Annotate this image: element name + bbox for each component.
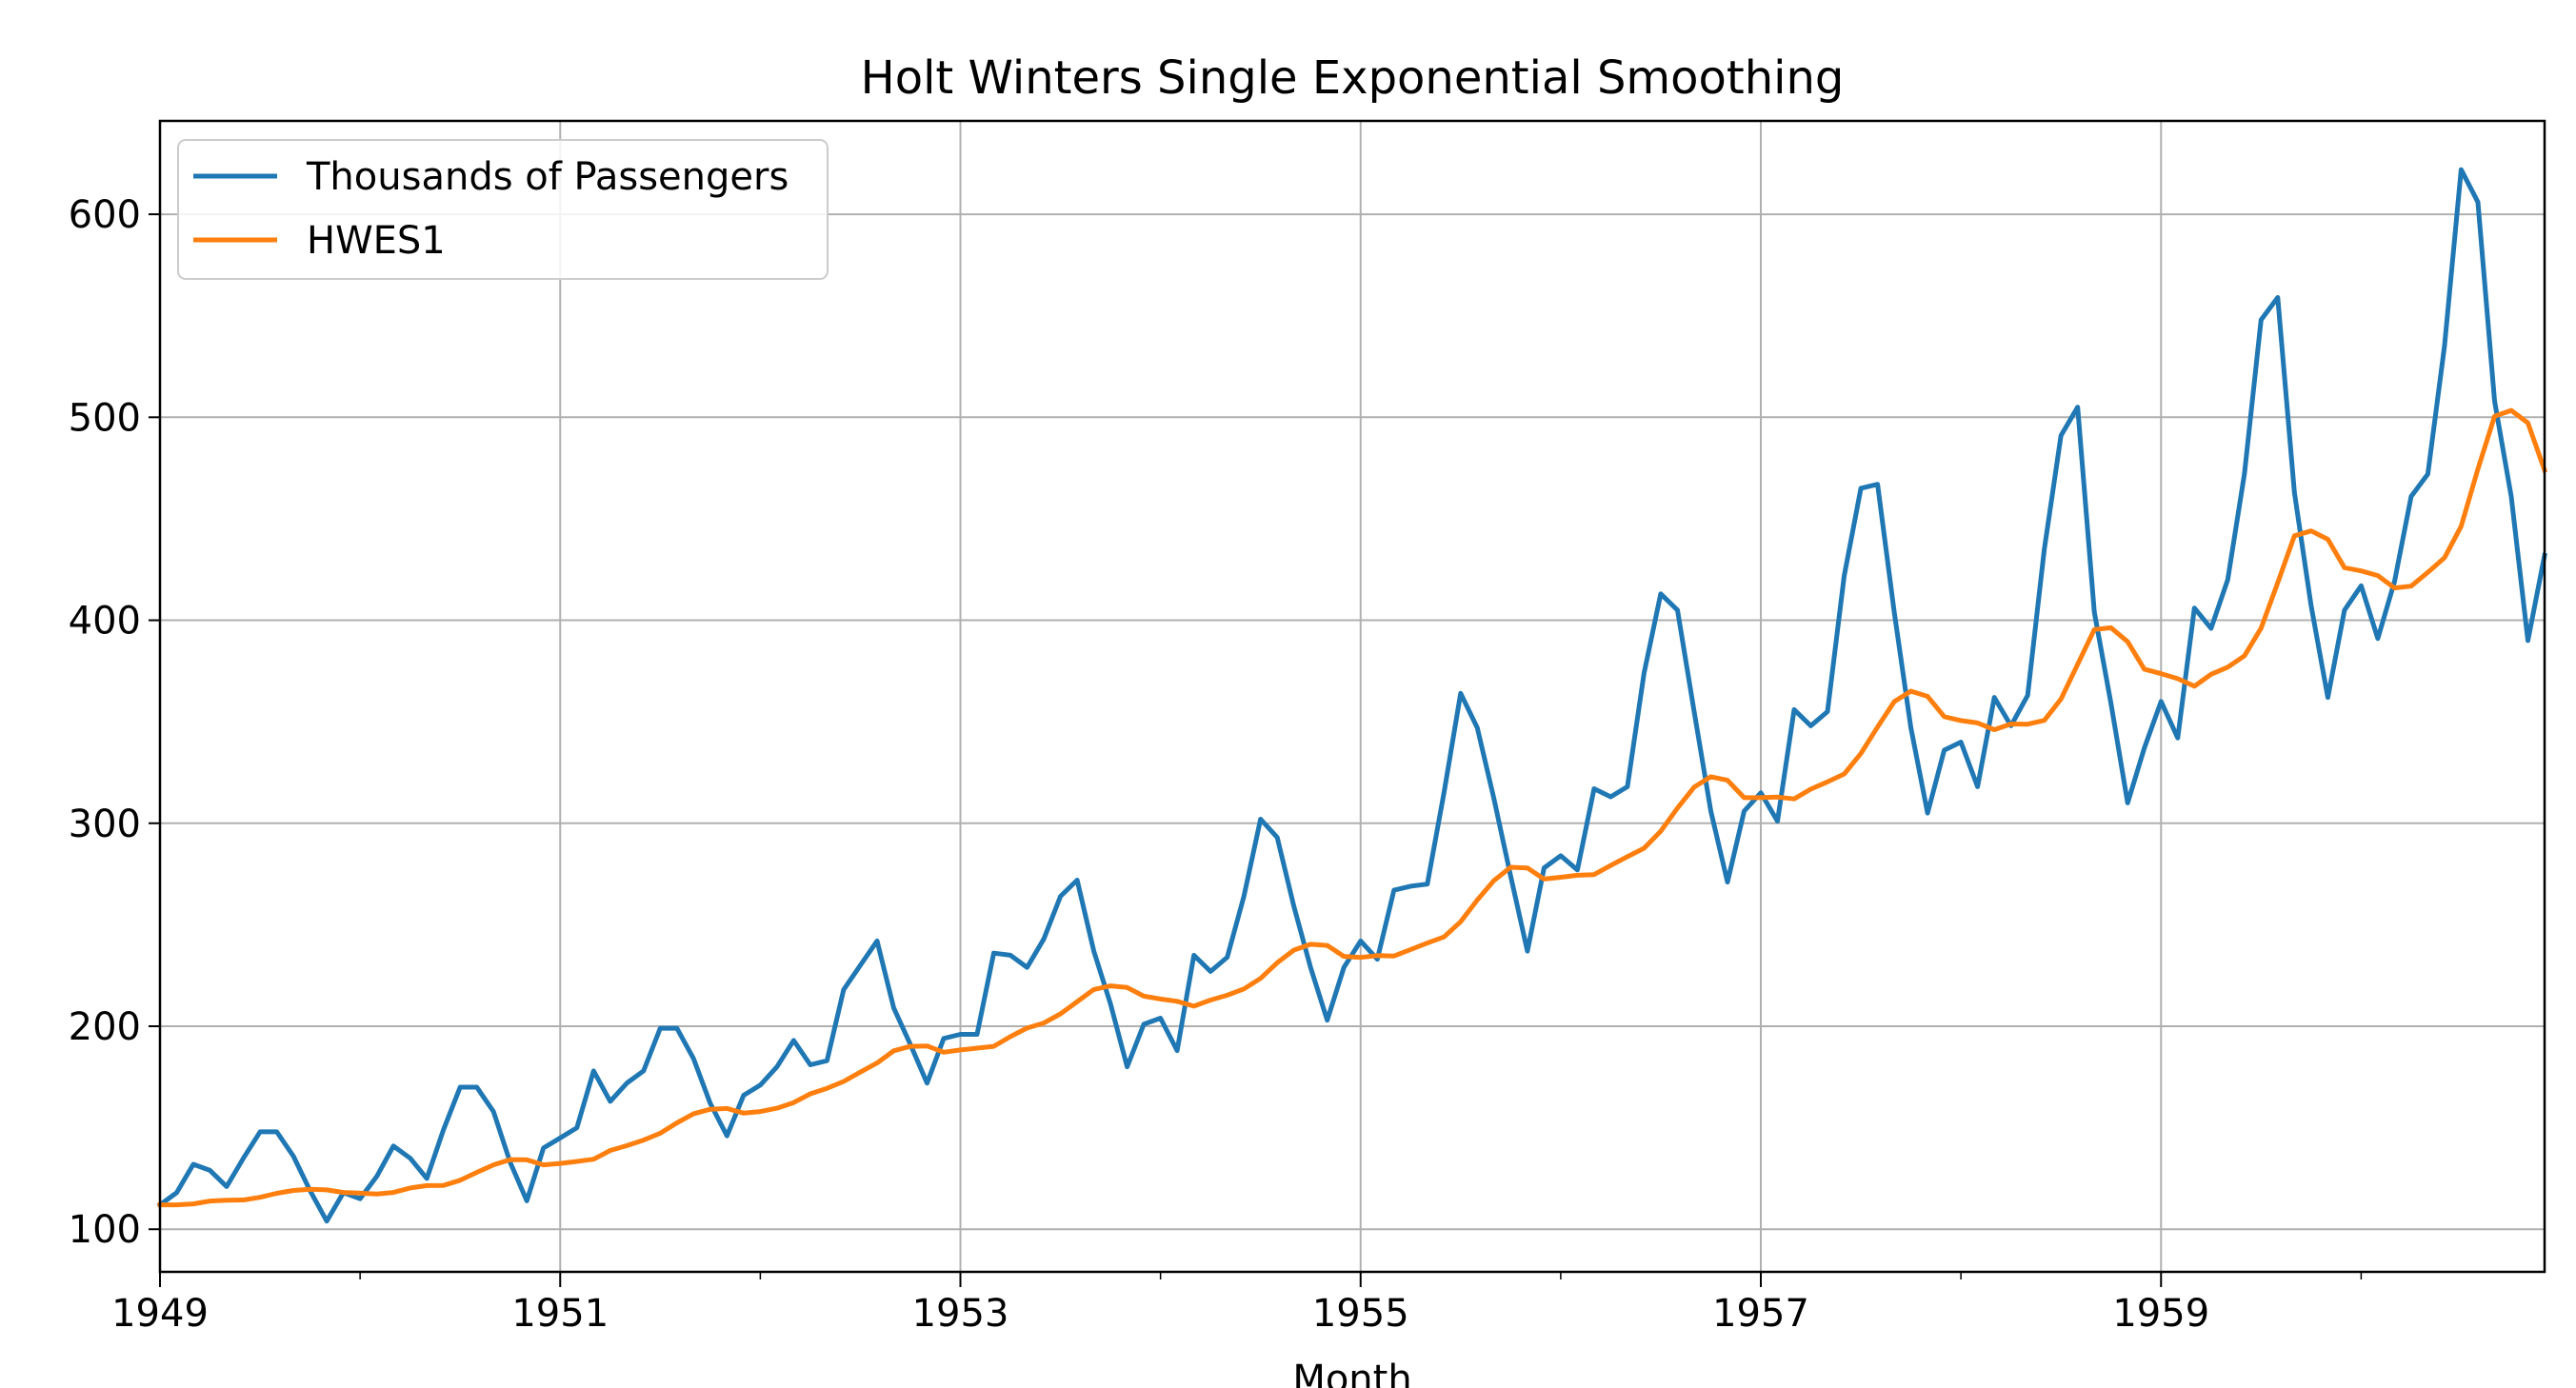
series-line-2 <box>157 407 2548 1208</box>
y-tick-label: 400 <box>69 600 141 644</box>
x-tick-label: 1957 <box>1712 1292 1809 1336</box>
y-tick-label: 300 <box>69 803 141 846</box>
x-tick-label: 1949 <box>111 1292 209 1336</box>
legend-box <box>177 139 829 280</box>
x-tick-label: 1959 <box>2112 1292 2209 1336</box>
x-tick-label: 1951 <box>511 1292 609 1336</box>
legend-label: HWES1 <box>307 219 446 263</box>
legend: Thousands of Passengers HWES1 <box>177 139 829 280</box>
y-tick-label: 600 <box>69 193 141 237</box>
y-tick-label: 100 <box>69 1208 141 1252</box>
x-tick-label: 1953 <box>912 1292 1009 1336</box>
y-tick-label: 200 <box>69 1005 141 1049</box>
x-axis-ticks: 1949 1951 1953 1955 1957 1959 <box>111 1272 2363 1336</box>
plot-area <box>156 167 2548 1224</box>
y-axis-ticks: 100 200 300 400 500 600 <box>69 193 160 1252</box>
chart-title: Holt Winters Single Exponential Smoothin… <box>861 51 1845 105</box>
grid <box>159 121 2545 1272</box>
series-line-1 <box>156 167 2547 1224</box>
y-tick-label: 500 <box>69 396 141 440</box>
legend-label: Thousands of Passengers <box>306 155 789 199</box>
x-axis-title: Month <box>1292 1358 1411 1388</box>
plot-frame <box>158 119 2546 1274</box>
x-tick-label: 1955 <box>1312 1292 1409 1336</box>
